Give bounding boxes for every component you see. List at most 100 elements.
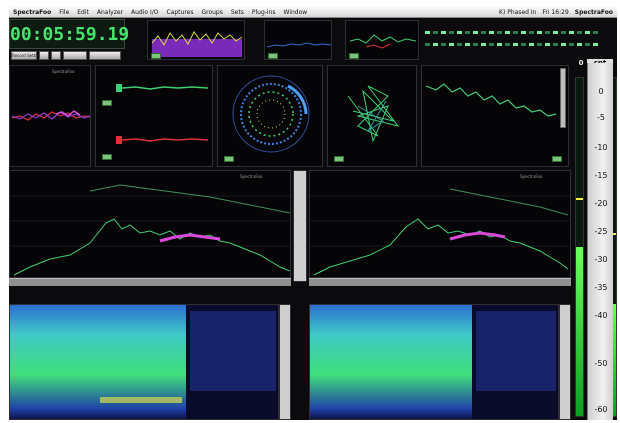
spectrum-left-green-trace xyxy=(13,218,290,276)
channel-marker-green xyxy=(116,84,122,92)
menu-sets[interactable]: Sets xyxy=(230,8,244,16)
led xyxy=(473,31,478,34)
frequency-ruler-left[interactable] xyxy=(9,278,291,286)
led xyxy=(465,31,470,34)
mini-waveform-graph xyxy=(266,42,331,48)
history-scrollbar[interactable] xyxy=(560,68,566,128)
panel-toggle-icon[interactable] xyxy=(334,156,344,162)
waveform-graph xyxy=(11,110,90,121)
record-settings-button[interactable]: Record Settings xyxy=(11,51,37,60)
spectrum-right-green-trace xyxy=(313,218,569,276)
led xyxy=(481,31,486,34)
mini-phase-panel xyxy=(345,20,419,60)
led xyxy=(489,31,494,34)
green-ring xyxy=(248,91,294,137)
menu-groups[interactable]: Groups xyxy=(201,8,223,16)
panel-toggle-icon[interactable] xyxy=(349,53,359,59)
led xyxy=(513,31,518,34)
led xyxy=(441,43,446,46)
menu-file[interactable]: File xyxy=(59,8,70,16)
status-text: K) Phased In xyxy=(499,9,537,16)
led xyxy=(521,43,526,46)
led xyxy=(545,31,550,34)
menu-plug-ins[interactable]: Plug-ins xyxy=(251,8,276,16)
spectrum-right-peak-trace xyxy=(449,188,569,216)
led xyxy=(553,43,558,46)
transport-button-1[interactable] xyxy=(39,51,49,60)
spectrograph-left-sparse-band xyxy=(190,311,276,391)
level-history-trace xyxy=(425,83,557,117)
mini-phase-graph xyxy=(349,34,417,49)
spectrograph-left-graph xyxy=(10,305,278,419)
mini-spectrum-fill xyxy=(152,39,242,57)
outer-ring xyxy=(232,75,310,153)
level-meter-left xyxy=(575,77,584,417)
scale-tick: -5 xyxy=(597,113,605,122)
led xyxy=(449,31,454,34)
panel-toggle-icon[interactable] xyxy=(102,100,112,106)
transport-button-2[interactable] xyxy=(51,51,61,60)
menu-bar: SpectraFoo File Edit Analyzer Audio I/O … xyxy=(9,7,617,18)
led xyxy=(441,31,446,34)
menu-window[interactable]: Window xyxy=(283,8,308,16)
arc-highlight xyxy=(287,84,308,115)
lissajous-cyan-trace xyxy=(357,100,387,132)
led xyxy=(529,31,534,34)
balance-green-trace xyxy=(121,86,209,90)
led xyxy=(433,31,438,34)
spectrograph-left-scrollbar[interactable] xyxy=(279,304,291,420)
meter-left-value: 0 xyxy=(578,59,584,67)
panel-toggle-icon[interactable] xyxy=(102,154,112,160)
frequency-ruler-right[interactable] xyxy=(309,278,571,286)
led-row-bottom xyxy=(425,43,598,46)
led xyxy=(489,43,494,46)
scale-tick: -30 xyxy=(594,255,608,264)
blue-ring xyxy=(240,83,302,145)
led xyxy=(553,31,558,34)
panel-toggle-icon[interactable] xyxy=(268,53,278,59)
mini-phase-green-trace xyxy=(349,34,417,44)
panel-title: SpectraFoo xyxy=(240,174,263,179)
timecode-display: 00:05:59.19 xyxy=(9,19,129,49)
menu-audio-io[interactable]: Audio I/O xyxy=(131,8,159,16)
led xyxy=(569,31,574,34)
led xyxy=(505,31,510,34)
balance-red-trace xyxy=(121,138,209,142)
led xyxy=(449,43,454,46)
transport-button-4[interactable] xyxy=(89,51,121,60)
level-history-panel xyxy=(421,65,569,167)
menu-captures[interactable]: Captures xyxy=(166,8,194,16)
led xyxy=(593,31,598,34)
menu-edit[interactable]: Edit xyxy=(77,8,89,16)
transport-button-3[interactable] xyxy=(63,51,87,60)
spectrum-left-magenta-trace xyxy=(159,233,221,243)
led xyxy=(457,43,462,46)
panel-toggle-icon[interactable] xyxy=(151,53,161,59)
spectrograph-right-scrollbar[interactable] xyxy=(559,304,571,420)
led xyxy=(593,43,598,46)
panel-toggle-icon[interactable] xyxy=(224,156,234,162)
spectrograph-left xyxy=(9,304,279,420)
led xyxy=(577,31,582,34)
led xyxy=(473,43,478,46)
led xyxy=(497,43,502,46)
level-meter-left-fill xyxy=(576,247,583,416)
spectrograph-right-sparse-band xyxy=(476,311,556,391)
spectragraph-circle-panel xyxy=(217,65,323,167)
scale-tick: -15 xyxy=(594,171,608,180)
menu-analyzer[interactable]: Analyzer xyxy=(96,8,123,16)
led xyxy=(561,31,566,34)
panel-title: SpectraFoo xyxy=(52,69,75,74)
channel-balance-panel xyxy=(95,65,213,167)
spectrafoo-screen: SpectraFoo File Edit Analyzer Audio I/O … xyxy=(9,7,617,420)
led xyxy=(529,43,534,46)
frequency-strip xyxy=(293,170,307,282)
spectrum-right-magenta-trace xyxy=(449,231,506,241)
led xyxy=(433,43,438,46)
scale-tick: 0 xyxy=(598,87,604,96)
mini-spectrum-trace xyxy=(151,31,243,46)
panel-title: SpectraFoo xyxy=(520,174,543,179)
panel-toggle-icon[interactable] xyxy=(552,156,562,162)
app-menu[interactable]: SpectraFoo xyxy=(13,8,52,16)
lissajous-graph xyxy=(347,85,400,143)
